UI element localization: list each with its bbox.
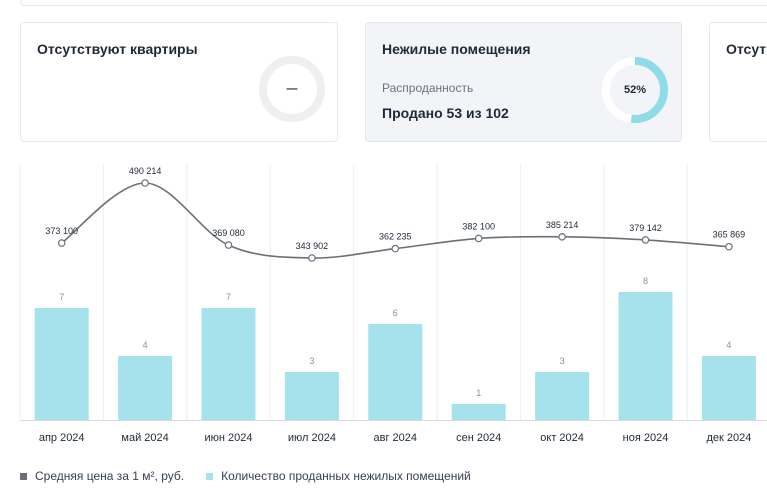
empty-ring-indicator: — — [258, 55, 326, 123]
chart-legend: Средняя цена за 1 м², руб. Количество пр… — [20, 468, 493, 484]
bar — [284, 372, 339, 420]
price-value-label: 490 214 — [129, 166, 162, 176]
price-value-label: 365 869 — [713, 230, 746, 240]
legend-bar-marker — [206, 472, 214, 480]
price-value-label: 362 235 — [379, 232, 412, 242]
bar-value-label: 1 — [476, 388, 481, 398]
price-value-label: 385 214 — [546, 220, 579, 230]
price-point — [558, 233, 566, 241]
card-title: Нежилые помещения — [382, 41, 531, 57]
price-value-label: 369 080 — [212, 228, 245, 238]
bar — [451, 404, 506, 420]
bar — [368, 324, 423, 420]
price-value-label: 379 142 — [629, 223, 662, 233]
x-tick-label: ноя 2024 — [623, 432, 669, 444]
bar-value-label: 8 — [643, 276, 648, 286]
ring-label: — — [286, 83, 298, 95]
bar — [535, 372, 590, 420]
previous-panel-edge — [20, 0, 767, 6]
sellout-label: Распроданность — [382, 81, 474, 95]
legend-item-price[interactable]: Средняя цена за 1 м², руб. — [20, 469, 184, 483]
third-card[interactable]: Отсут — [709, 22, 767, 142]
legend-line-marker — [20, 472, 27, 480]
bar-value-label: 4 — [726, 340, 731, 350]
sold-count: Продано 53 из 102 — [382, 105, 509, 121]
x-tick-label: май 2024 — [121, 432, 168, 444]
sellout-progress-ring: 52% — [601, 56, 669, 124]
bar-value-label: 7 — [59, 292, 64, 302]
bar-value-label: 6 — [393, 308, 398, 318]
x-tick-label: окт 2024 — [540, 432, 584, 444]
price-value-label: 382 100 — [462, 221, 495, 231]
x-tick-label: авг 2024 — [374, 432, 418, 444]
x-tick-label: июл 2024 — [288, 432, 336, 444]
sales-chart: 7 4 7 3 6 1 3 8 4 апр 2024 май 2024 июн 2024 июл 202… — [0, 160, 767, 460]
apartments-card[interactable]: Отсутствуют квартиры — — [20, 22, 338, 142]
legend-label: Средняя цена за 1 м², руб. — [35, 469, 185, 483]
price-point — [725, 242, 733, 251]
bar — [34, 308, 89, 420]
bar — [701, 356, 756, 420]
bar-value-label: 3 — [309, 356, 314, 366]
bar — [118, 356, 173, 420]
price-point — [57, 239, 66, 247]
price-point — [474, 234, 483, 243]
x-tick-label: сен 2024 — [456, 432, 501, 444]
card-title: Отсутствуют квартиры — [37, 41, 198, 57]
price-point — [141, 179, 149, 187]
bar-value-label: 4 — [143, 340, 148, 350]
price-value-label: 343 902 — [296, 241, 329, 251]
price-point — [391, 244, 400, 253]
bar — [201, 308, 256, 420]
sellout-percent: 52% — [623, 84, 647, 96]
chart-svg: 7 4 7 3 6 1 3 8 4 апр 2024 май 2024 июн 2024 июл 202… — [19, 164, 767, 444]
x-tick-label: дек 2024 — [706, 432, 751, 444]
price-point — [641, 236, 650, 244]
bar-value-label: 7 — [226, 292, 231, 302]
x-tick-label: апр 2024 — [39, 432, 85, 444]
bar — [618, 292, 673, 420]
legend-label: Количество проданных нежилых помещений — [221, 469, 471, 483]
price-value-label: 373 100 — [45, 226, 78, 236]
price-point — [308, 254, 316, 262]
x-tick-label: июн 2024 — [205, 432, 253, 444]
commercial-premises-card[interactable]: Нежилые помещения Распроданность Продано… — [365, 22, 682, 142]
legend-item-count[interactable]: Количество проданных нежилых помещений — [206, 469, 471, 483]
card-title: Отсут — [726, 41, 767, 57]
price-point — [224, 241, 233, 249]
bar-value-label: 3 — [560, 356, 565, 366]
